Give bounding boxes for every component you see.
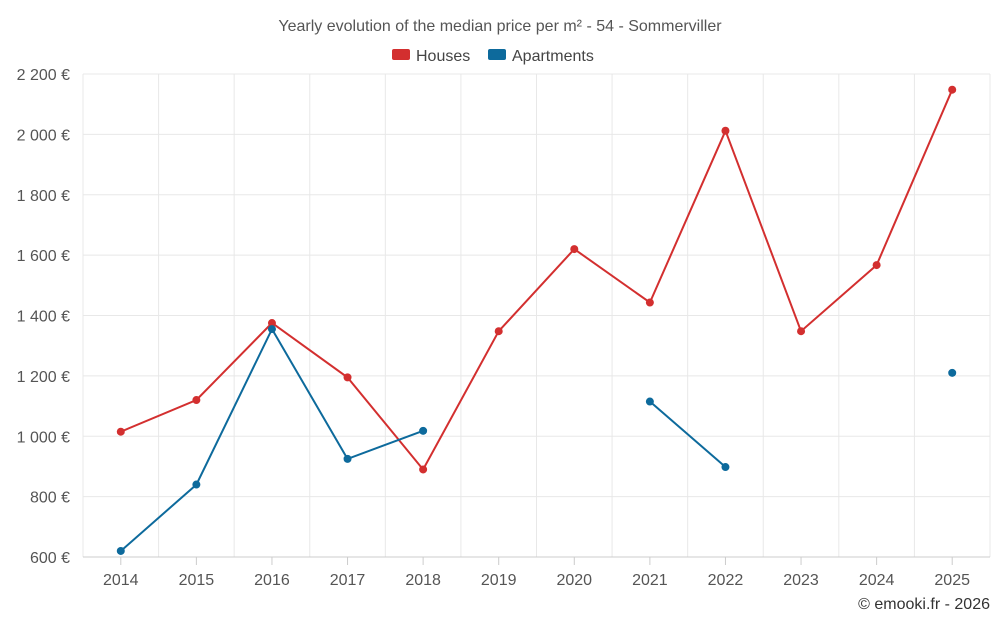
x-tick-label: 2023: [783, 572, 819, 589]
x-tick-label: 2019: [481, 572, 517, 589]
data-point: [721, 126, 730, 135]
data-point: [419, 465, 428, 474]
data-point: [570, 245, 579, 254]
series-apartments: [116, 325, 957, 555]
data-point: [343, 373, 352, 382]
x-tick-label: 2024: [859, 572, 895, 589]
data-point: [116, 427, 125, 436]
data-point: [645, 298, 654, 307]
data-point: [948, 368, 957, 377]
legend: Houses Apartments: [392, 48, 594, 65]
legend-item-apartments: Apartments: [488, 48, 594, 65]
legend-swatch: [392, 49, 410, 60]
grid-layer: [82, 73, 991, 558]
data-point: [721, 463, 730, 472]
data-point: [494, 327, 503, 336]
series-layer: [116, 85, 957, 555]
legend-swatch: [488, 49, 506, 60]
series-line: [120, 89, 954, 472]
legend-label: Houses: [416, 48, 470, 65]
data-point: [267, 325, 276, 334]
legend-label: Apartments: [512, 48, 594, 65]
y-tick-label: 600 €: [30, 550, 70, 567]
series-line: [649, 400, 727, 468]
data-point: [343, 454, 352, 463]
credit-text: © emooki.fr - 2026: [858, 596, 990, 613]
x-tick-label: 2025: [934, 572, 970, 589]
data-point: [645, 397, 654, 406]
series-houses: [116, 85, 957, 474]
series-line: [120, 326, 424, 552]
y-tick-label: 1 800 €: [17, 188, 70, 205]
data-point: [267, 319, 276, 328]
data-point: [192, 480, 201, 489]
x-tick-label: 2022: [708, 572, 744, 589]
y-tick-label: 800 €: [30, 490, 70, 507]
data-point: [116, 546, 125, 555]
x-tick-label: 2018: [405, 572, 441, 589]
x-tick-label: 2020: [556, 572, 592, 589]
x-tick-label: 2014: [103, 572, 139, 589]
data-point: [948, 85, 957, 94]
data-point: [419, 426, 428, 435]
y-tick-label: 1 400 €: [17, 309, 70, 326]
y-tick-label: 1 600 €: [17, 248, 70, 265]
x-tick-label: 2021: [632, 572, 668, 589]
data-point: [872, 261, 881, 270]
x-tick-label: 2015: [179, 572, 215, 589]
data-point: [797, 327, 806, 336]
chart-title: Yearly evolution of the median price per…: [278, 18, 722, 35]
data-point: [192, 396, 201, 405]
x-tick-label: 2016: [254, 572, 290, 589]
y-tick-label: 1 000 €: [17, 429, 70, 446]
legend-item-houses: Houses: [392, 48, 470, 65]
y-tick-label: 1 200 €: [17, 369, 70, 386]
axis-layer: 600 € 800 € 1 000 € 1 200 € 1 400 € 1 600 € 1 …: [17, 67, 990, 589]
x-tick-label: 2017: [330, 572, 366, 589]
y-tick-label: 2 000 €: [17, 127, 70, 144]
y-tick-label: 2 200 €: [17, 67, 70, 84]
